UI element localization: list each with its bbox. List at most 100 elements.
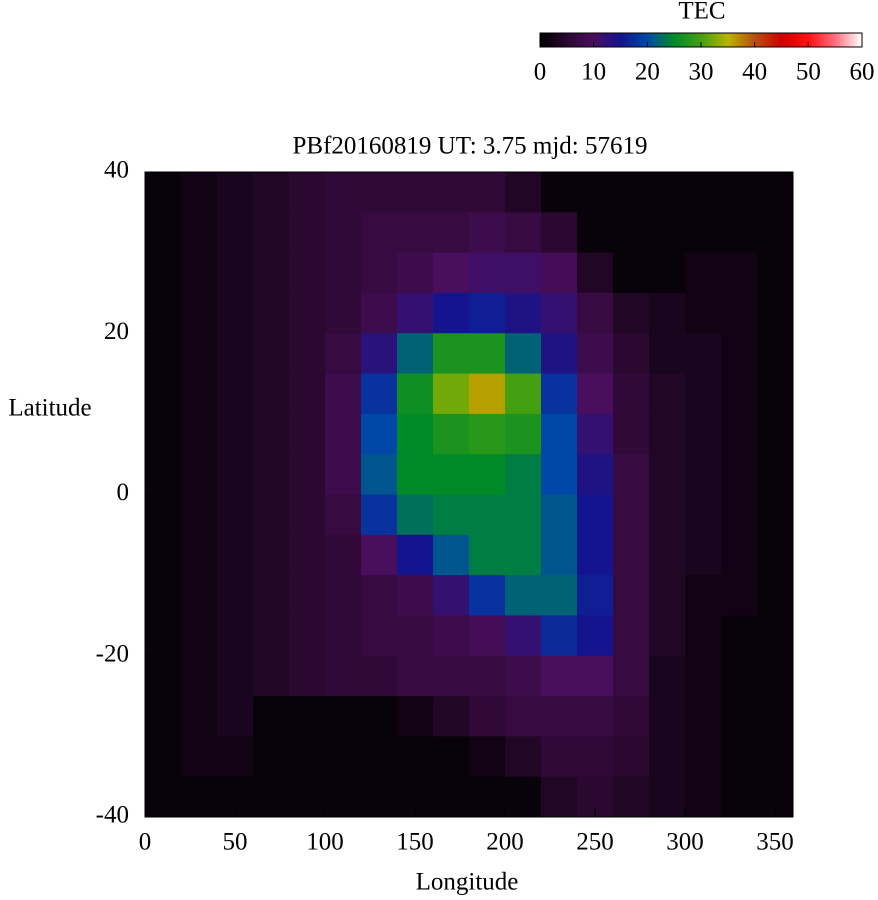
heatmap-cell (577, 292, 614, 334)
heatmap-cell (145, 534, 182, 576)
heatmap-cell (397, 252, 434, 294)
heatmap-cell (253, 454, 290, 495)
heatmap-cell (181, 494, 218, 536)
heatmap-cell (721, 333, 758, 375)
heatmap-cell (541, 696, 578, 737)
y-tick-label: -20 (96, 640, 129, 667)
heatmap-cell (505, 292, 542, 334)
heatmap-cell (325, 696, 362, 737)
heatmap-cell (181, 534, 218, 576)
colorbar-tick-label: 40 (742, 59, 767, 86)
heatmap-cell (541, 615, 578, 657)
heatmap-cell (505, 615, 542, 657)
heatmap-cell (685, 292, 722, 334)
heatmap-cell (757, 575, 794, 616)
heatmap-cell (613, 212, 650, 254)
heatmap-cell (577, 494, 614, 536)
heatmap-cell (649, 696, 686, 737)
heatmap-cell (577, 534, 614, 576)
heatmap-cell (253, 534, 290, 576)
heatmap-cell (649, 252, 686, 294)
heatmap-cell (145, 333, 182, 375)
heatmap-cell (649, 454, 686, 495)
heatmap-cell (577, 333, 614, 375)
heatmap-cell (649, 534, 686, 576)
heatmap-cell (397, 494, 434, 536)
heatmap-cell (289, 413, 326, 455)
heatmap-cell (505, 333, 542, 375)
heatmap-cell (469, 454, 506, 495)
x-tick-label: 350 (756, 829, 794, 856)
heatmap-cell (469, 696, 506, 737)
heatmap-cell (649, 333, 686, 375)
heatmap-cell (397, 575, 434, 616)
heatmap-cell (361, 736, 398, 778)
heatmap-cell (217, 696, 254, 737)
heatmap-cell (181, 413, 218, 455)
heatmap-cell (325, 575, 362, 616)
heatmap-cell (541, 172, 578, 213)
heatmap-cell (613, 292, 650, 334)
heatmap-cell (541, 212, 578, 254)
heatmap-cell (433, 776, 470, 818)
heatmap-cell (757, 736, 794, 778)
colorbar-tick-label: 60 (850, 59, 875, 86)
colorbar-tick-label: 0 (534, 59, 547, 86)
heatmap-cell (217, 534, 254, 576)
heatmap-cell (541, 776, 578, 818)
heatmap-cell (217, 212, 254, 254)
heatmap-cell (613, 655, 650, 697)
heatmap-cell (325, 494, 362, 536)
heatmap-cell (649, 172, 686, 213)
heatmap-cell (217, 252, 254, 294)
heatmap-cell (325, 172, 362, 213)
heatmap-cell (469, 615, 506, 657)
heatmap-cell (145, 212, 182, 254)
heatmap-cell (505, 494, 542, 536)
heatmap-cell (541, 333, 578, 375)
heatmap-cell (649, 212, 686, 254)
heatmap-cell (685, 776, 722, 818)
heatmap-cell (253, 736, 290, 778)
heatmap-cell (325, 413, 362, 455)
heatmap-cell (253, 575, 290, 616)
heatmap-cell (469, 333, 506, 375)
heatmap-cell (289, 736, 326, 778)
heatmap-cell (505, 373, 542, 415)
heatmap-cell (361, 776, 398, 818)
heatmap-cell (721, 413, 758, 455)
heatmap-cell (685, 333, 722, 375)
heatmap-cell (505, 696, 542, 737)
heatmap-cell (577, 413, 614, 455)
heatmap-cell (721, 696, 758, 737)
heatmap-cell (145, 172, 182, 213)
heatmap-cell (685, 454, 722, 495)
heatmap-cell (541, 373, 578, 415)
heatmap-cell (289, 373, 326, 415)
heatmap-cell (253, 172, 290, 213)
heatmap-cell (757, 292, 794, 334)
colorbar-label: TEC (678, 0, 725, 25)
heatmap-cell (613, 252, 650, 294)
heatmap-cell (361, 454, 398, 495)
heatmap-cell (289, 534, 326, 576)
heatmap-cell (721, 736, 758, 778)
heatmap-cell (433, 333, 470, 375)
heatmap-cell (397, 615, 434, 657)
heatmap-cell (325, 615, 362, 657)
heatmap-cell (289, 575, 326, 616)
heatmap-cell (253, 333, 290, 375)
heatmap-cell (325, 454, 362, 495)
heatmap-cell (505, 413, 542, 455)
x-tick-label: 100 (306, 829, 344, 856)
colorbar-tick-label: 30 (689, 59, 714, 86)
heatmap-cell (145, 776, 182, 818)
heatmap-cell (253, 776, 290, 818)
heatmap-cell (181, 575, 218, 616)
heatmap-cell (721, 373, 758, 415)
heatmap-cell (649, 615, 686, 657)
x-tick-label: 250 (576, 829, 614, 856)
heatmap-cell (181, 172, 218, 213)
heatmap-cell (505, 454, 542, 495)
